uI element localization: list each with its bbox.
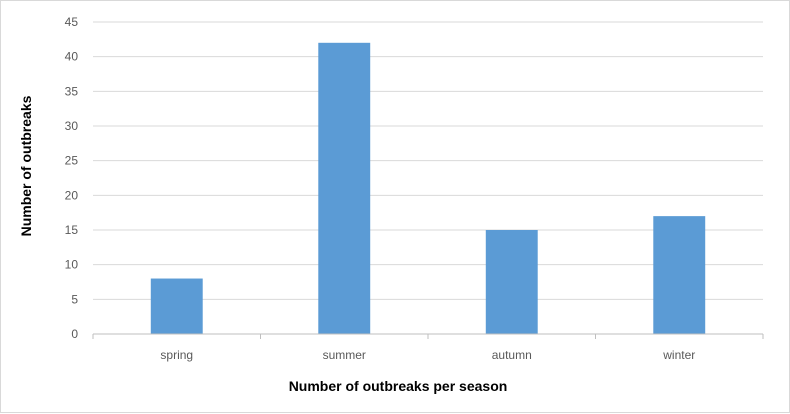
y-tick-label: 40 bbox=[65, 50, 79, 64]
bar-summer bbox=[318, 42, 371, 335]
y-tick-label: 15 bbox=[65, 223, 79, 237]
x-tick-label-autumn: autumn bbox=[492, 348, 532, 362]
y-tick-label: 30 bbox=[65, 119, 79, 133]
y-tick-label: 5 bbox=[71, 292, 78, 306]
bar-spring bbox=[150, 278, 203, 334]
y-tick-label: 45 bbox=[65, 15, 79, 29]
x-tick-label-summer: summer bbox=[323, 348, 366, 362]
x-axis-title: Number of outbreaks per season bbox=[289, 378, 508, 394]
x-tick-label-winter: winter bbox=[662, 348, 695, 362]
y-tick-label: 35 bbox=[65, 84, 79, 98]
y-tick-label: 10 bbox=[65, 258, 79, 272]
y-axis-ticks: 0 5 10 15 20 25 30 35 40 45 bbox=[65, 15, 79, 341]
y-tick-label: 20 bbox=[65, 188, 79, 202]
y-tick-label: 0 bbox=[71, 327, 78, 341]
gridlines bbox=[93, 21, 763, 300]
bar-autumn bbox=[485, 230, 538, 334]
bar-winter bbox=[653, 216, 706, 334]
y-axis-title: Number of outbreaks bbox=[18, 95, 34, 236]
x-tick-label-spring: spring bbox=[160, 348, 193, 362]
x-axis-ticks: spring summer autumn winter bbox=[92, 334, 764, 362]
bars bbox=[150, 42, 706, 335]
y-tick-label: 25 bbox=[65, 154, 79, 168]
